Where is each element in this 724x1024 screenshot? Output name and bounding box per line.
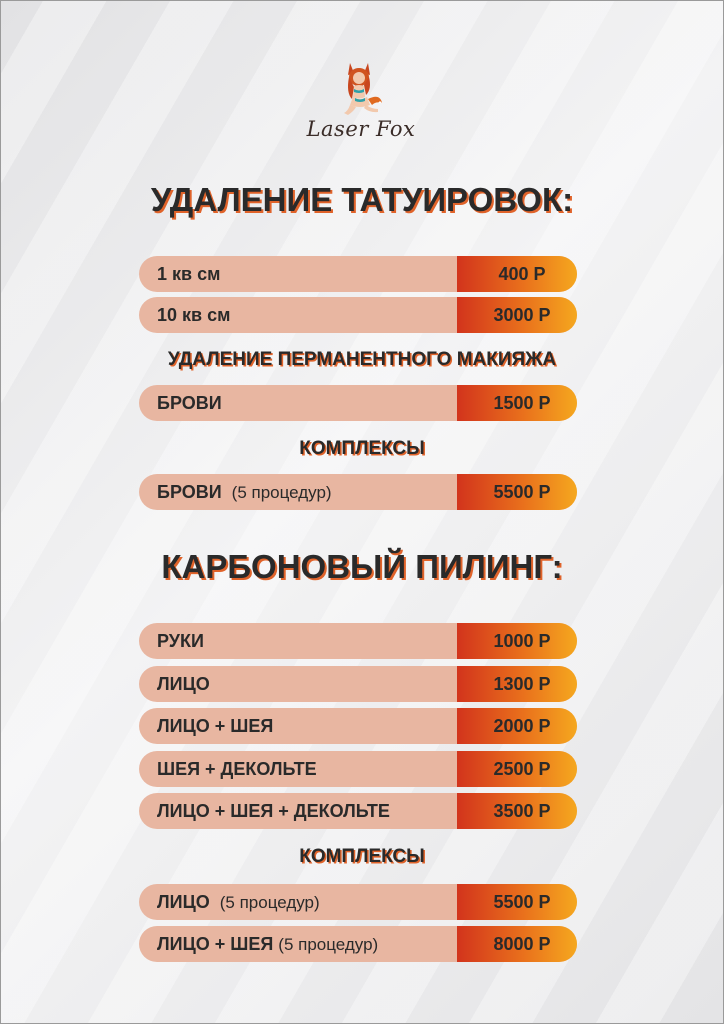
price-box: 3000 Р [457,297,577,333]
row-label: ЛИЦО (5 процедур) [157,892,320,912]
row-label: ШЕЯ + ДЕКОЛЬТЕ [157,759,317,779]
row-price: 1300 Р [493,674,551,694]
row-price: 3500 Р [493,801,551,821]
permanent-makeup-title: УДАЛЕНИЕ ПЕРМАНЕНТНОГО МАКИЯЖА [167,349,557,370]
row-note: (5 процедур) [231,483,332,502]
price-box: 1500 Р [457,385,577,421]
price-box: 5500 Р [457,474,577,510]
row-label: 10 кв см [157,305,231,325]
row-note: (5 процедур) [278,935,379,954]
row-price: 5500 Р [493,482,551,502]
price-row: ЛИЦО + ШЕЯ + ДЕКОЛЬТЕ 3500 Р [139,793,577,829]
logo-text: Laser Fox [306,117,416,141]
price-box: 2500 Р [457,751,577,787]
price-row: РУКИ 1000 Р [139,623,577,659]
row-price: 3000 Р [493,305,551,325]
price-box: 8000 Р [457,926,577,962]
row-note: (5 процедур) [219,893,320,912]
row-label: 1 кв см [157,264,221,284]
tattoo-title: УДАЛЕНИЕ ТАТУИРОВОК: [150,181,574,218]
logo: Laser Fox [291,59,431,149]
price-box: 2000 Р [457,708,577,744]
row-price: 400 Р [498,264,546,284]
row-price: 1000 Р [493,631,551,651]
tattoo-complexes-title: КОМПЛЕКСЫ [299,438,425,459]
price-row: ЛИЦО 1300 Р [139,666,577,702]
price-box: 1300 Р [457,666,577,702]
row-label: ЛИЦО [157,674,210,694]
row-price: 8000 Р [493,934,551,954]
row-label: ЛИЦО + ШЕЯ (5 процедур) [157,934,379,954]
carbon-title: КАРБОНОВЫЙ ПИЛИНГ: [161,548,563,585]
price-row: 10 кв см 3000 Р [139,297,577,333]
price-row: БРОВИ (5 процедур) 5500 Р [139,474,577,510]
carbon-complexes-title: КОМПЛЕКСЫ [299,846,425,867]
fox-girl-icon [344,63,382,115]
row-price: 1500 Р [493,393,551,413]
row-label: ЛИЦО + ШЕЯ + ДЕКОЛЬТЕ [157,801,390,821]
row-label: БРОВИ [157,393,222,413]
row-label: РУКИ [157,631,204,651]
price-box: 3500 Р [457,793,577,829]
row-price: 2000 Р [493,716,551,736]
price-row: ЛИЦО (5 процедур) 5500 Р [139,884,577,920]
row-label: ЛИЦО + ШЕЯ [157,716,274,736]
price-box: 1000 Р [457,623,577,659]
price-row: БРОВИ 1500 Р [139,385,577,421]
price-row: ЛИЦО + ШЕЯ 2000 Р [139,708,577,744]
price-row: ШЕЯ + ДЕКОЛЬТЕ 2500 Р [139,751,577,787]
row-price: 5500 Р [493,892,551,912]
row-label: БРОВИ (5 процедур) [157,482,332,502]
price-box: 400 Р [457,256,577,292]
row-price: 2500 Р [493,759,551,779]
price-box: 5500 Р [457,884,577,920]
price-row: 1 кв см 400 Р [139,256,577,292]
price-row: ЛИЦО + ШЕЯ (5 процедур) 8000 Р [139,926,577,962]
